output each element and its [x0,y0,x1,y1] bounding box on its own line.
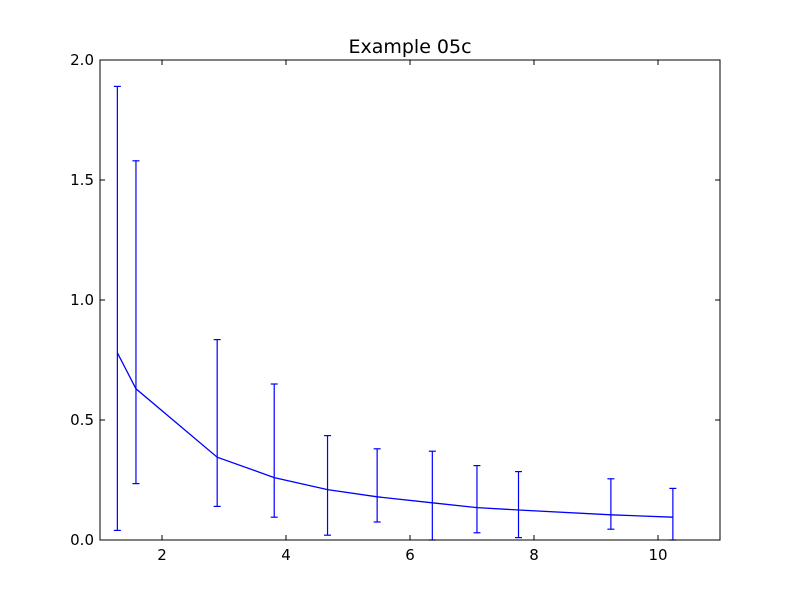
x-tick-label: 2 [157,546,167,564]
x-tick-label: 6 [405,546,415,564]
y-tick-label: 0.0 [70,531,94,549]
axes-frame [99,59,721,541]
y-tick-label: 1.5 [70,171,94,189]
plot-area [113,85,677,541]
y-tick-label: 2.0 [70,51,94,69]
y-tick-label: 0.5 [70,411,94,429]
chart-title: Example 05c [348,36,471,58]
y-tick-label: 1.0 [70,291,94,309]
x-tick-label: 8 [529,546,539,564]
series-line [116,352,673,518]
x-tick-label: 4 [281,546,291,564]
axes: 2 4 6 8 10 0.0 0.5 1.0 1.5 2.0 [70,51,720,564]
x-tick-label: 10 [648,546,667,564]
